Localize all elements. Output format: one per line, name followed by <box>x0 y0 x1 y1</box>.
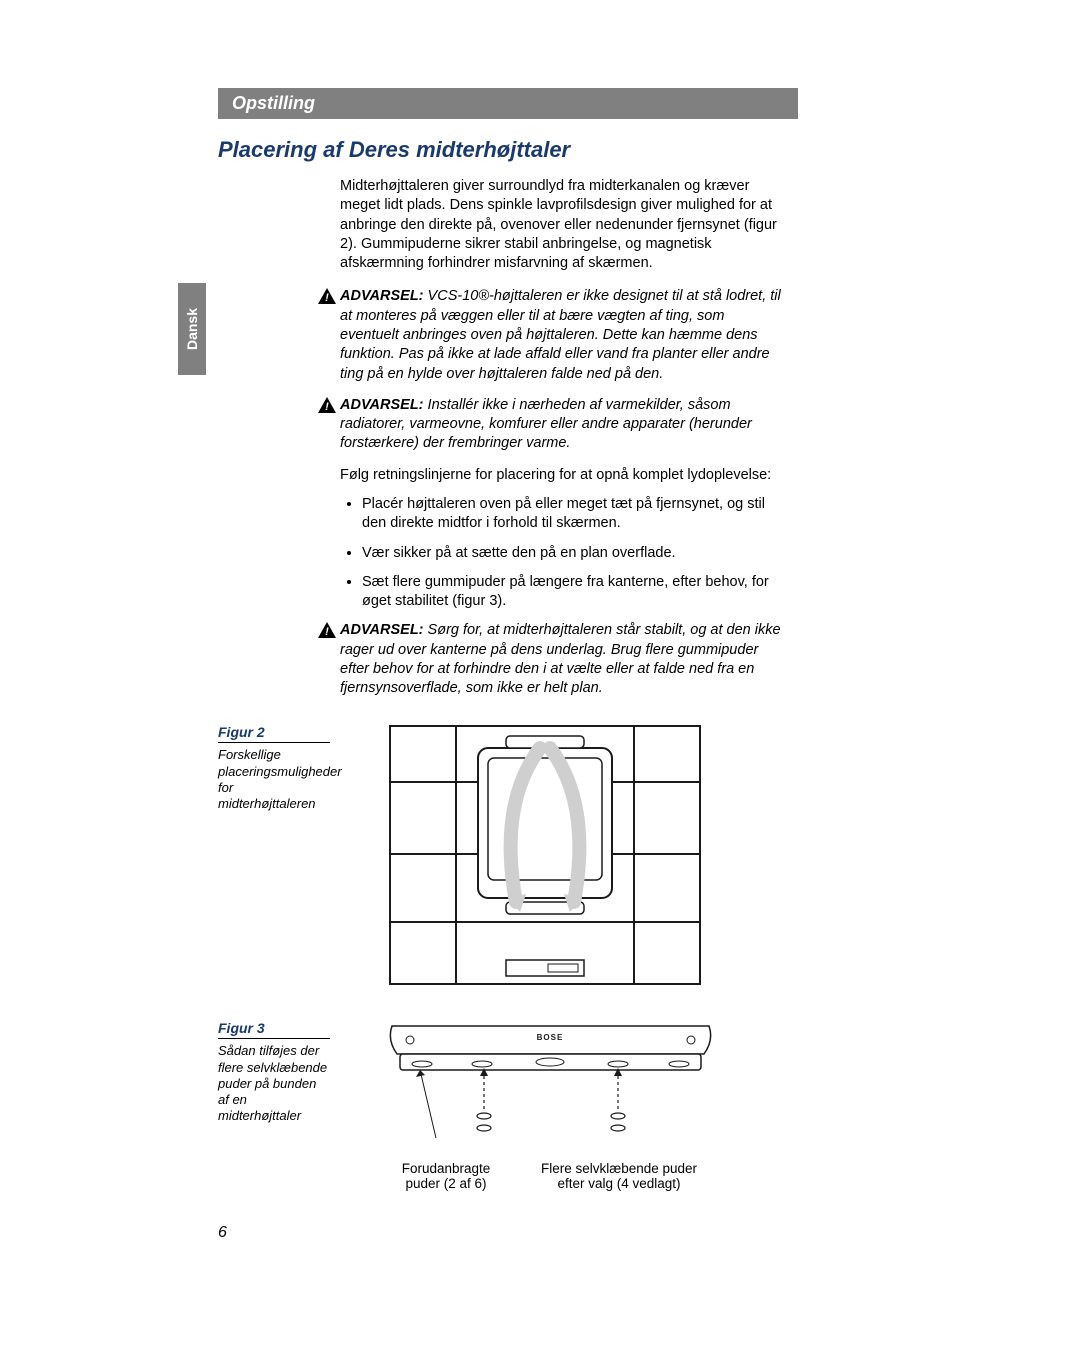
list-item: Vær sikker på at sætte den på en plan ov… <box>362 544 782 563</box>
warning-icon: ! <box>318 397 336 419</box>
body-column: Midterhøjttaleren giver surroundlyd fra … <box>340 177 782 698</box>
figure-2-caption: Forskellige placeringsmuligheder for mid… <box>218 747 330 812</box>
figure-3-right-label-line1: Flere selvklæbende puder <box>524 1161 714 1176</box>
followup-text: Følg retningslinjerne for placering for … <box>340 466 782 485</box>
warning-2: ! ADVARSEL: Installér ikke i nærheden af… <box>340 396 782 454</box>
warning-label: ADVARSEL: <box>340 397 424 413</box>
svg-text:!: ! <box>325 292 329 304</box>
svg-text:BOSE: BOSE <box>537 1033 564 1042</box>
figure-3-callouts: Forudanbragte puder (2 af 6) Flere selvk… <box>386 1161 798 1191</box>
language-tab-label: Dansk <box>184 308 200 350</box>
figure-3-caption: Sådan tilføjes der flere selvklæbende pu… <box>218 1043 330 1124</box>
page-content: Opstilling Placering af Deres midterhøjt… <box>218 88 798 1191</box>
svg-text:!: ! <box>325 626 329 638</box>
figure-3-title: Figur 3 <box>218 1020 330 1039</box>
figure-3-illustration: BOSE <box>386 1020 715 1155</box>
warning-icon: ! <box>318 288 336 310</box>
svg-text:!: ! <box>325 401 329 413</box>
figure-3-right-label: Flere selvklæbende puder efter valg (4 v… <box>524 1161 714 1191</box>
page-title: Placering af Deres midterhøjttaler <box>218 137 798 163</box>
warning-icon: ! <box>318 622 336 644</box>
list-item: Sæt flere gummipuder på længere fra kant… <box>362 573 782 612</box>
figure-3-left-label-line1: Forudanbragte <box>386 1161 506 1176</box>
figure-2-label-column: Figur 2 Forskellige placeringsmuligheder… <box>218 724 330 812</box>
list-item: Placér højttaleren oven på eller meget t… <box>362 495 782 534</box>
figure-3-label-column: Figur 3 Sådan tilføjes der flere selvklæ… <box>218 1020 330 1124</box>
warning-3: ! ADVARSEL: Sørg for, at midterhøjttaler… <box>340 621 782 698</box>
figure-3-left-label-line2: puder (2 af 6) <box>386 1176 506 1191</box>
figure-2-illustration <box>388 724 702 986</box>
figure-2: Figur 2 Forskellige placeringsmuligheder… <box>218 724 798 986</box>
intro-paragraph: Midterhøjttaleren giver surroundlyd fra … <box>340 177 782 273</box>
warning-1: ! ADVARSEL: VCS-10®-højttaleren er ikke … <box>340 287 782 383</box>
figure-3-right-label-line2: efter valg (4 vedlagt) <box>524 1176 714 1191</box>
warning-label: ADVARSEL: <box>340 288 424 304</box>
section-header: Opstilling <box>218 88 798 119</box>
figure-3: Figur 3 Sådan tilføjes der flere selvklæ… <box>218 1020 798 1191</box>
figure-3-left-label: Forudanbragte puder (2 af 6) <box>386 1161 506 1191</box>
figure-2-title: Figur 2 <box>218 724 330 743</box>
language-tab: Dansk <box>178 283 206 375</box>
bullet-list: Placér højttaleren oven på eller meget t… <box>340 495 782 611</box>
page-number: 6 <box>218 1224 227 1242</box>
warning-label: ADVARSEL: <box>340 622 424 638</box>
